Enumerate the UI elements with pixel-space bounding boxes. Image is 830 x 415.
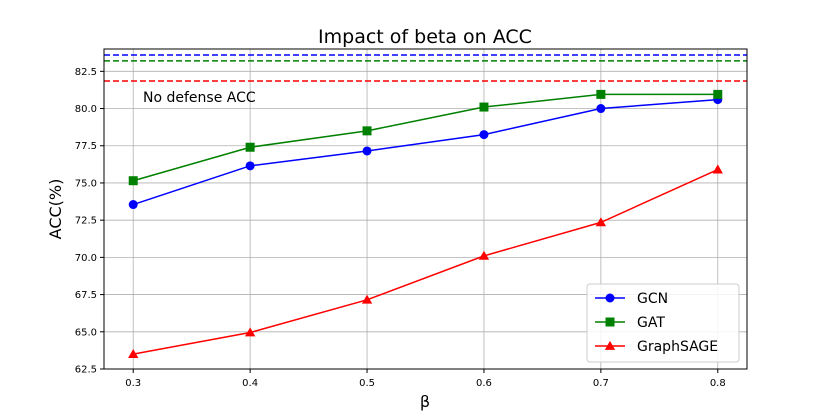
series-line xyxy=(133,168,719,355)
data-point-triangle xyxy=(478,250,490,260)
legend-label: GAT xyxy=(637,315,665,331)
data-point-square xyxy=(245,142,255,152)
x-tick-label: 0.6 xyxy=(476,378,492,389)
data-point-circle xyxy=(128,200,138,210)
chart-title: Impact of beta on ACC xyxy=(318,26,532,48)
y-tick-label: 80.0 xyxy=(75,104,97,115)
x-tick-label: 0.8 xyxy=(710,378,726,389)
data-point-square xyxy=(713,89,723,99)
ticks: 0.3 0.4 0.5 0.6 0.7 0.8 62.5 65.0 67.5 70.0 72.5 75… xyxy=(75,67,726,389)
x-tick-label: 0.5 xyxy=(359,378,375,389)
data-point-circle xyxy=(479,130,489,140)
data-point-square xyxy=(479,102,489,112)
data-point-square xyxy=(128,176,138,186)
series-layer xyxy=(128,89,723,358)
no-defense-annotation: No defense ACC xyxy=(143,90,256,106)
data-point-circle xyxy=(596,104,606,114)
legend-label: GraphSAGE xyxy=(637,339,718,355)
y-tick-label: 62.5 xyxy=(75,365,97,376)
x-tick-label: 0.7 xyxy=(593,378,609,389)
y-tick-label: 67.5 xyxy=(75,290,97,301)
reference-lines xyxy=(104,54,747,82)
data-point-square xyxy=(596,89,606,99)
y-tick-label: 77.5 xyxy=(75,141,97,152)
y-tick-label: 82.5 xyxy=(75,67,97,78)
y-axis-title: ACC(%) xyxy=(46,179,65,240)
y-tick-label: 75.0 xyxy=(75,178,97,189)
data-point-square xyxy=(605,317,615,327)
plot-frame xyxy=(103,48,748,370)
y-tick-label: 70.0 xyxy=(75,253,97,264)
series-line xyxy=(133,93,718,182)
data-point-circle xyxy=(605,293,615,303)
legend-item-gcn: GCN xyxy=(595,291,668,307)
y-tick-label: 65.0 xyxy=(75,327,97,338)
series-gat xyxy=(128,89,723,186)
y-tick-label: 72.5 xyxy=(75,216,97,227)
data-point-triangle xyxy=(712,164,723,174)
series-graphsage xyxy=(128,164,723,358)
data-point-circle xyxy=(245,161,255,171)
legend-item-graphsage: GraphSAGE xyxy=(595,339,718,355)
x-tick-label: 0.3 xyxy=(125,378,141,389)
legend-box xyxy=(586,283,740,363)
x-axis-title: β xyxy=(420,392,430,411)
data-point-triangle xyxy=(361,294,373,304)
data-point-circle xyxy=(362,146,372,156)
legend-label: GCN xyxy=(637,291,668,307)
data-point-square xyxy=(362,126,372,136)
x-tick-label: 0.4 xyxy=(242,378,258,389)
data-point-triangle xyxy=(595,217,607,227)
series-line xyxy=(132,98,718,206)
legend: GCN GAT GraphSAGE xyxy=(586,283,740,363)
data-point-triangle xyxy=(604,340,616,350)
legend-item-gat: GAT xyxy=(595,315,665,331)
data-point-triangle xyxy=(244,327,256,337)
series-gcn xyxy=(128,95,723,210)
data-point-triangle xyxy=(128,348,139,358)
